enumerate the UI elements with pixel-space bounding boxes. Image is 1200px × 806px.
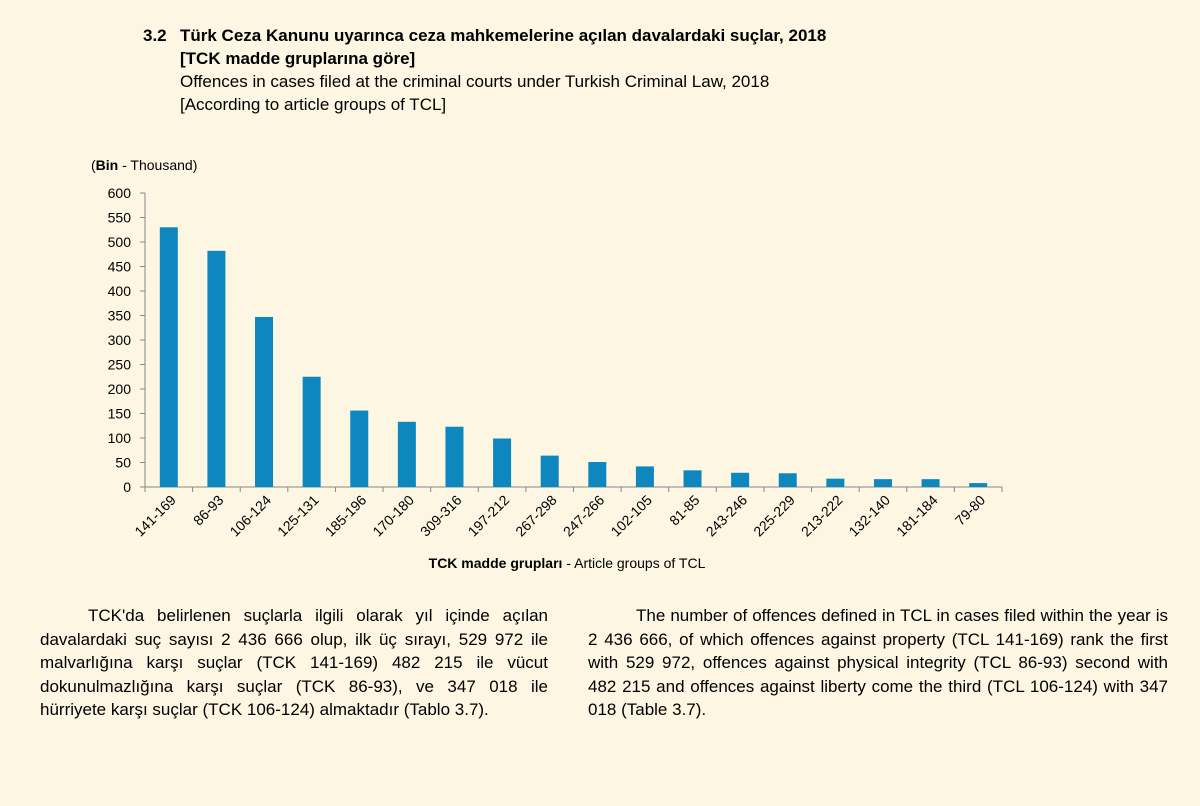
title-tr-line1: Türk Ceza Kanunu uyarınca ceza mahkemele… — [180, 26, 827, 45]
y-tick-label: 350 — [108, 308, 132, 324]
x-tick-label: 86-93 — [190, 492, 227, 529]
bar — [778, 473, 797, 487]
bar — [540, 455, 559, 487]
bar — [826, 478, 845, 487]
y-tick-label: 550 — [108, 210, 132, 226]
heading-number: 3.2 — [143, 26, 167, 45]
title-tr-line2: [TCK madde gruplarına göre] — [180, 49, 416, 68]
bar — [445, 426, 464, 487]
title-en-line2: [According to article groups of TCL] — [180, 95, 447, 114]
x-tick-label: 181-184 — [893, 492, 941, 540]
bar — [969, 483, 988, 487]
x-tick-label: 267-298 — [512, 492, 560, 540]
bar — [159, 227, 178, 488]
bar — [683, 470, 702, 487]
x-tick-label: 247-266 — [560, 492, 608, 540]
bar — [302, 376, 321, 487]
y-tick-label: 200 — [108, 381, 132, 397]
x-tick-label: 132-140 — [845, 492, 893, 540]
bar — [635, 466, 654, 487]
y-ticks: 0 50 100 150 200 250 300 350 400 450 500 550 600 — [108, 185, 1003, 495]
bar — [731, 472, 750, 487]
bar — [397, 421, 416, 487]
x-tick-label: 141-169 — [131, 492, 179, 540]
unit-label: (Bin - Thousand) — [91, 157, 197, 173]
bar — [207, 250, 226, 487]
paragraph-turkish: TCK'da belirlenen suçlarla ilgili olarak… — [40, 604, 548, 722]
paragraph-english: The number of offences defined in TCL in… — [588, 604, 1168, 722]
bar — [493, 438, 512, 487]
y-tick-label: 100 — [108, 430, 132, 446]
y-tick-label: 150 — [108, 406, 132, 422]
bar — [255, 316, 274, 487]
x-tick-label: 81-85 — [666, 492, 703, 529]
y-tick-label: 250 — [108, 357, 132, 373]
x-tick-label: 125-131 — [274, 492, 322, 540]
axes — [144, 193, 1002, 488]
paragraph-english-text: The number of offences defined in TCL in… — [588, 606, 1168, 719]
bar — [873, 479, 892, 487]
bar — [921, 479, 940, 487]
paragraph-turkish-text: TCK'da belirlenen suçlarla ilgili olarak… — [40, 606, 548, 719]
bar — [350, 410, 369, 487]
x-tick-label: 197-212 — [465, 492, 513, 540]
x-tick-label: 102-105 — [607, 492, 655, 540]
x-tick-label: 243-246 — [703, 492, 751, 540]
x-tick-labels: 141-169 86-93 106-124 125-131 185-196 170-180… — [131, 492, 988, 540]
title-en-line1: Offences in cases filed at the criminal … — [180, 72, 770, 91]
x-tick-label: 225-229 — [750, 492, 798, 540]
y-tick-label: 400 — [108, 283, 132, 299]
bars — [159, 227, 988, 488]
y-tick-label: 600 — [108, 185, 132, 201]
bar-chart: (Bin - Thousand) 0 50 100 150 200 250 300 350 40… — [91, 157, 1003, 571]
x-tick-label: 309-316 — [417, 492, 465, 540]
y-tick-label: 500 — [108, 234, 132, 250]
x-tick-label: 106-124 — [226, 492, 274, 540]
x-tick-label: 79-80 — [952, 492, 989, 529]
y-tick-label: 300 — [108, 332, 132, 348]
x-axis-title: TCK madde grupları - Article groups of T… — [429, 555, 706, 571]
y-tick-label: 50 — [115, 455, 131, 471]
y-tick-label: 450 — [108, 259, 132, 275]
y-tick-label: 0 — [123, 479, 131, 495]
bar — [588, 462, 607, 487]
x-tick-label: 185-196 — [322, 492, 370, 540]
x-tick-label: 213-222 — [798, 492, 846, 540]
x-tick-label: 170-180 — [369, 492, 417, 540]
